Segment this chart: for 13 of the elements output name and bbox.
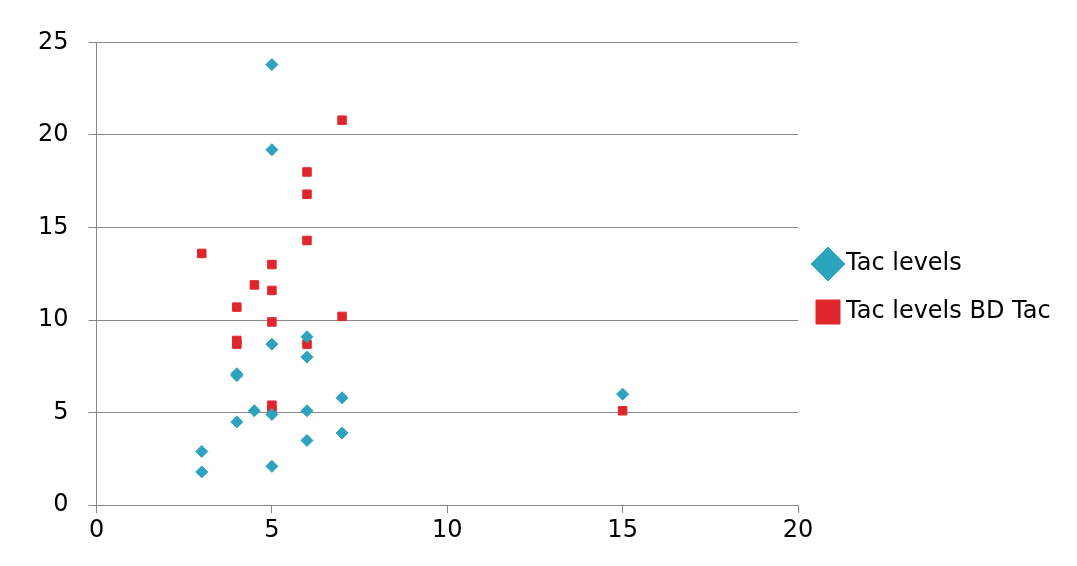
x-tick-label: 0 bbox=[88, 514, 105, 543]
y-tick-label: 0 bbox=[53, 489, 69, 518]
x-tick-label: 15 bbox=[607, 514, 638, 543]
x-tick-label: 20 bbox=[782, 514, 814, 543]
y-tick-label: 5 bbox=[53, 396, 69, 425]
y-tick-label: 10 bbox=[37, 304, 69, 333]
legend-label: Tac levels bbox=[845, 248, 962, 277]
x-tick-label: 5 bbox=[264, 514, 280, 543]
legend-label: Tac levels BD Tac bbox=[845, 296, 1051, 325]
y-tick-label: 25 bbox=[37, 26, 69, 55]
x-tick-label: 10 bbox=[432, 514, 463, 543]
y-tick-label: 15 bbox=[37, 211, 69, 240]
y-tick-label: 20 bbox=[37, 119, 69, 148]
